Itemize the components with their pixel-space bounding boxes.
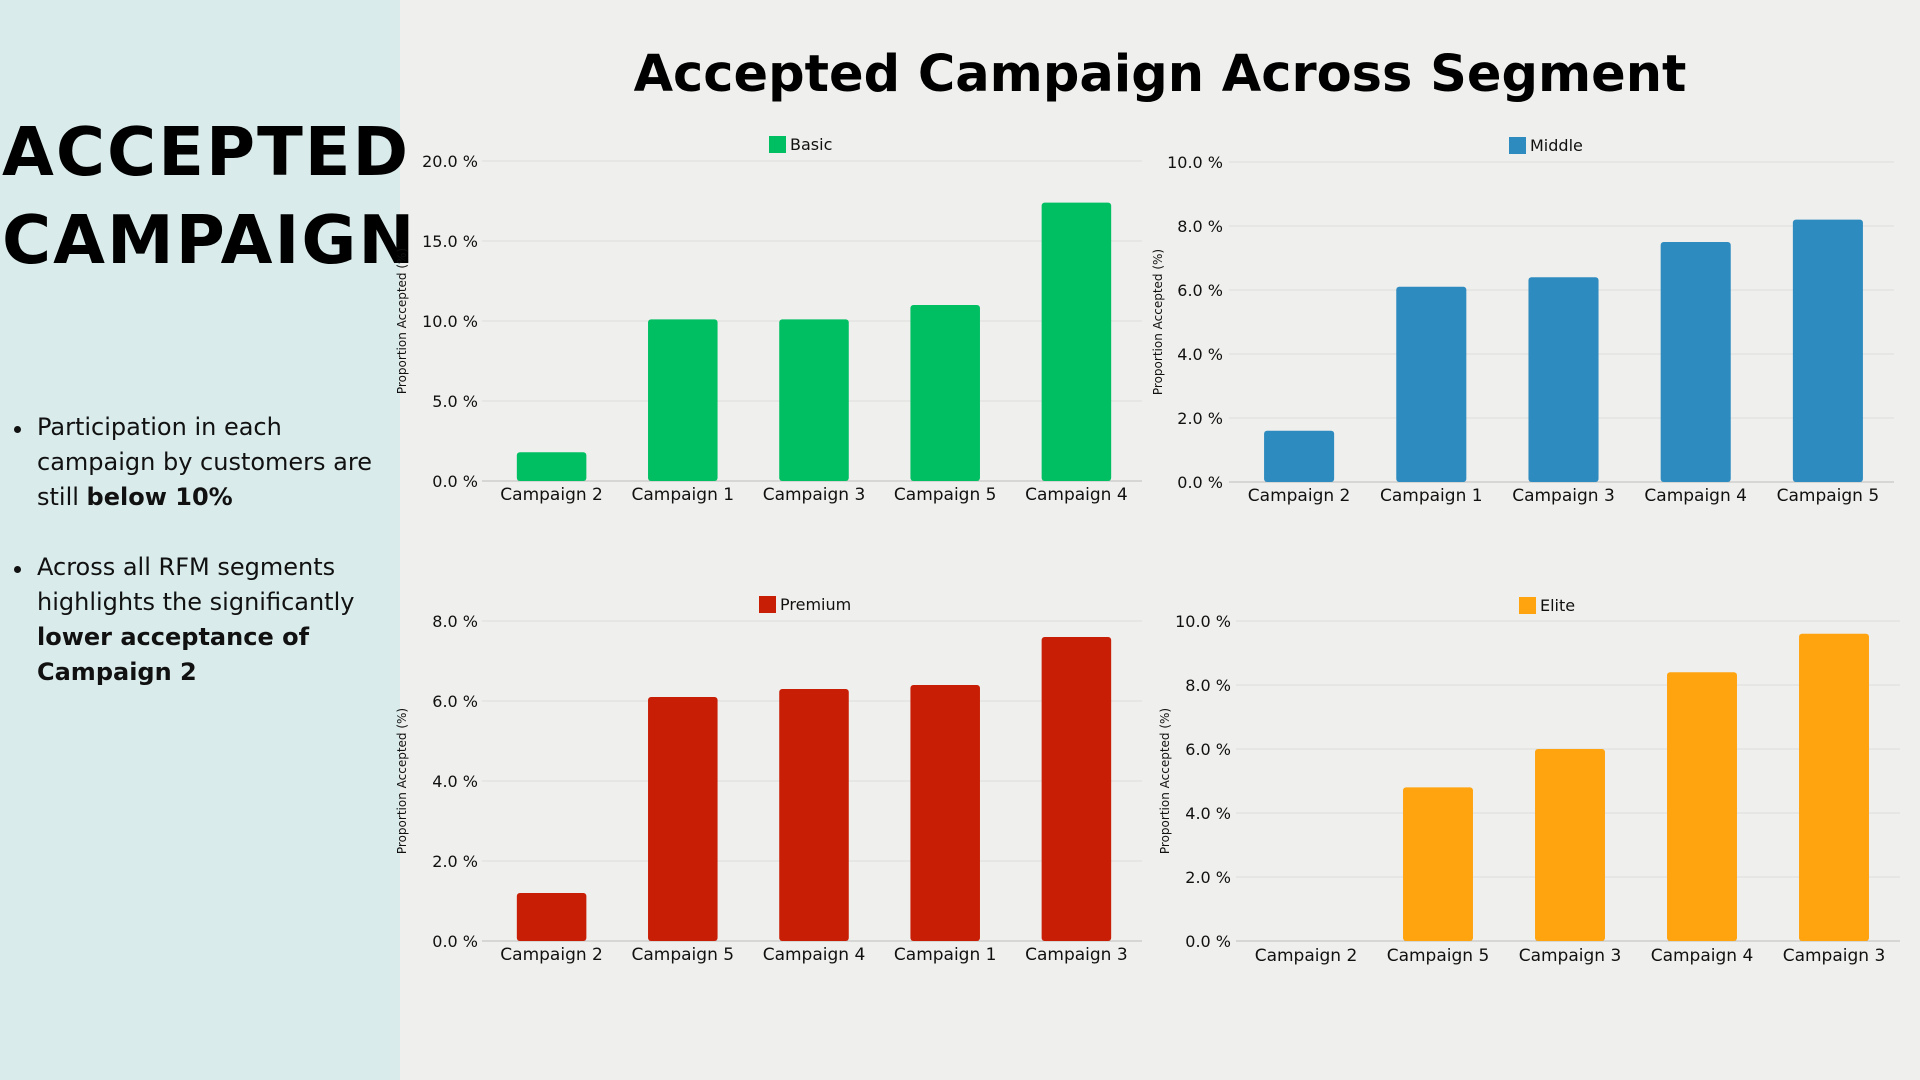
y-tick-label: 20.0 % xyxy=(422,152,478,171)
bar xyxy=(1660,242,1731,482)
y-tick-label: 2.0 % xyxy=(1185,868,1231,887)
chart-elite: 0.0 % 2.0 % 4.0 % 6.0 % 8.0 % 10.0 % Proportio… xyxy=(1158,596,1900,966)
x-tick-label: Campaign 4 xyxy=(1651,946,1754,966)
x-tick-label: Campaign 5 xyxy=(632,945,735,965)
bar xyxy=(1799,633,1869,941)
x-tick-label: Campaign 5 xyxy=(894,485,997,505)
y-tick-label: 8.0 % xyxy=(1177,217,1223,236)
insight-item: Participation in each campaign by custom… xyxy=(10,410,390,515)
bar xyxy=(779,319,849,481)
legend-label: Middle xyxy=(1530,136,1583,155)
bar xyxy=(516,893,587,941)
y-tick-label: 4.0 % xyxy=(1185,804,1231,823)
y-tick-label: 15.0 % xyxy=(422,232,478,251)
y-tick-label: 6.0 % xyxy=(1177,281,1223,300)
x-tick-label: Campaign 2 xyxy=(1248,486,1351,506)
y-tick-label: 4.0 % xyxy=(1177,345,1223,364)
y-tick-label: 0.0 % xyxy=(1177,473,1223,492)
x-tick-label: Campaign 5 xyxy=(1387,946,1490,966)
x-tick-label: Campaign 3 xyxy=(1519,946,1622,966)
x-tick-label: Campaign 5 xyxy=(1777,486,1880,506)
insight-text: Participation in each campaign by custom… xyxy=(37,413,372,511)
side-title-line-2: CAMPAIGN xyxy=(2,201,417,279)
y-tick-label: 10.0 % xyxy=(1175,612,1231,631)
bar xyxy=(779,689,849,941)
y-tick-label: 0.0 % xyxy=(432,472,478,491)
legend-swatch xyxy=(759,596,776,613)
y-tick-label: 4.0 % xyxy=(432,772,478,791)
bar xyxy=(910,685,980,941)
bar xyxy=(1667,672,1737,941)
bar xyxy=(648,697,718,941)
legend-label: Premium xyxy=(780,595,851,614)
bar xyxy=(1535,749,1605,941)
side-title-line-1: ACCEPTED xyxy=(2,113,411,191)
y-tick-label: 2.0 % xyxy=(432,852,478,871)
side-title: ACCEPTED CAMPAIGN xyxy=(2,108,417,284)
bar xyxy=(1041,202,1112,481)
bar xyxy=(1264,430,1335,482)
y-tick-label: 8.0 % xyxy=(432,612,478,631)
x-tick-label: Campaign 3 xyxy=(1783,946,1886,966)
y-axis-title: Proportion Accepted (%) xyxy=(395,708,409,854)
bar xyxy=(516,452,587,481)
bar xyxy=(910,305,980,481)
legend-label: Basic xyxy=(790,135,832,154)
insight-list: Participation in each campaign by custom… xyxy=(10,410,390,725)
x-tick-label: Campaign 3 xyxy=(763,485,866,505)
main-title: Accepted Campaign Across Segment xyxy=(633,45,1687,104)
chart-basic: 0.0 % 5.0 % 10.0 % 15.0 % 20.0 % Proportion A… xyxy=(395,135,1142,505)
x-tick-label: Campaign 4 xyxy=(1644,486,1747,506)
legend-swatch xyxy=(1519,597,1536,614)
x-tick-label: Campaign 4 xyxy=(1025,485,1128,505)
y-tick-label: 8.0 % xyxy=(1185,676,1231,695)
insight-highlight: lower acceptance of Campaign 2 xyxy=(37,623,310,686)
y-tick-label: 6.0 % xyxy=(432,692,478,711)
x-tick-label: Campaign 2 xyxy=(500,945,603,965)
y-tick-label: 2.0 % xyxy=(1177,409,1223,428)
insight-item: Across all RFM segments highlights the s… xyxy=(10,550,390,690)
x-tick-label: Campaign 1 xyxy=(1380,486,1483,506)
x-tick-label: Campaign 1 xyxy=(632,485,735,505)
insight-text: Across all RFM segments highlights the s… xyxy=(37,553,355,616)
y-tick-label: 0.0 % xyxy=(1185,932,1231,951)
y-tick-label: 5.0 % xyxy=(432,392,478,411)
legend-swatch xyxy=(1509,137,1526,154)
x-tick-label: Campaign 2 xyxy=(500,485,603,505)
x-tick-label: Campaign 1 xyxy=(894,945,997,965)
y-tick-label: 10.0 % xyxy=(1167,153,1223,172)
x-tick-label: Campaign 3 xyxy=(1025,945,1128,965)
legend-label: Elite xyxy=(1540,596,1575,615)
y-axis-title: Proportion Accepted (%) xyxy=(1151,249,1165,395)
x-tick-label: Campaign 4 xyxy=(763,945,866,965)
chart-middle: 0.0 % 2.0 % 4.0 % 6.0 % 8.0 % 10.0 % Proportio… xyxy=(1151,136,1894,506)
y-axis-title: Proportion Accepted (%) xyxy=(395,248,409,394)
side-panel: ACCEPTED CAMPAIGN Participation in each … xyxy=(0,0,415,1080)
y-axis-title: Proportion Accepted (%) xyxy=(1158,708,1172,854)
legend-swatch xyxy=(769,136,786,153)
y-tick-label: 0.0 % xyxy=(432,932,478,951)
bar xyxy=(1403,787,1473,941)
x-tick-label: Campaign 3 xyxy=(1512,486,1615,506)
bar xyxy=(1041,637,1112,941)
bar xyxy=(1792,219,1863,482)
bar xyxy=(1528,277,1599,482)
chart-premium: 0.0 % 2.0 % 4.0 % 6.0 % 8.0 % Proportion Acce… xyxy=(395,595,1142,965)
bar xyxy=(648,319,718,481)
x-tick-label: Campaign 2 xyxy=(1255,946,1358,966)
bar xyxy=(1396,286,1467,482)
insight-highlight: below 10% xyxy=(86,483,233,511)
y-tick-label: 6.0 % xyxy=(1185,740,1231,759)
y-tick-label: 10.0 % xyxy=(422,312,478,331)
